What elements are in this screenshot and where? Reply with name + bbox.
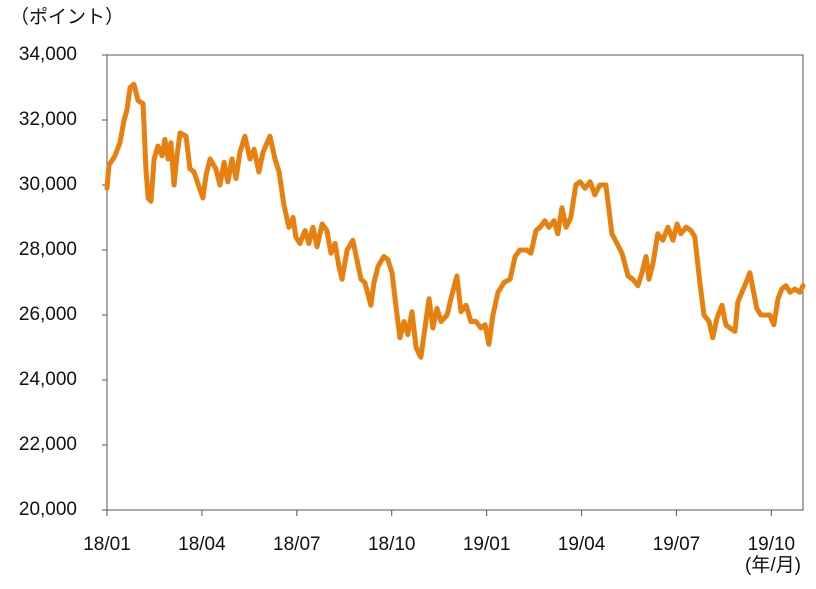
x-tick-label: 19/01 <box>463 534 511 555</box>
x-tick-label: 18/10 <box>368 534 416 555</box>
plot-frame <box>106 54 804 511</box>
x-tick-label: 19/10 <box>748 534 796 555</box>
y-tick-label: 26,000 <box>19 304 77 325</box>
x-tick-label: 19/04 <box>558 534 606 555</box>
y-tick-label: 34,000 <box>19 44 77 65</box>
y-tick-label: 28,000 <box>19 239 77 260</box>
y-axis-label: （ポイント） <box>10 6 124 28</box>
y-tick-label: 22,000 <box>19 434 77 455</box>
x-tick-label: 18/01 <box>83 534 131 555</box>
y-tick-label: 30,000 <box>19 174 77 195</box>
x-tick-label: 18/07 <box>273 534 321 555</box>
x-tick-label: 18/04 <box>178 534 226 555</box>
price-line <box>104 81 806 360</box>
x-axis-label: (年/月) <box>745 554 801 576</box>
y-tick-label: 20,000 <box>19 499 77 520</box>
y-tick-label: 24,000 <box>19 369 77 390</box>
x-tick-label: 19/07 <box>653 534 701 555</box>
y-tick-label: 32,000 <box>19 109 77 130</box>
